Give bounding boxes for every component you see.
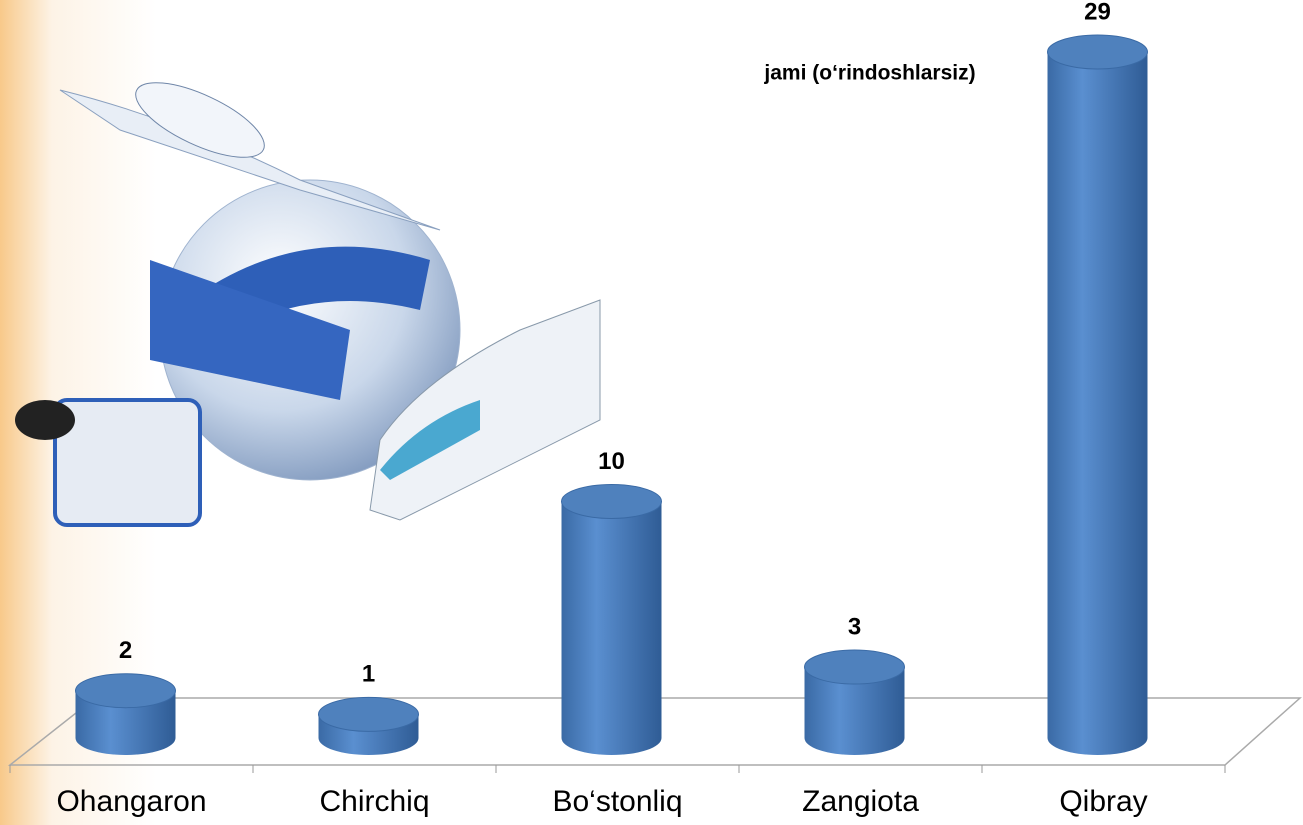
illustration bbox=[15, 82, 601, 527]
x-tick-label: Qibray bbox=[1059, 785, 1147, 818]
x-tick-label: Ohangaron bbox=[56, 785, 206, 818]
bar-body bbox=[804, 667, 905, 755]
data-label: 29 bbox=[1084, 0, 1111, 25]
bar-top bbox=[561, 483, 662, 519]
data-label: 3 bbox=[848, 613, 861, 640]
bar-top bbox=[318, 696, 419, 732]
bar-body bbox=[1047, 52, 1148, 755]
data-label: 1 bbox=[362, 661, 375, 688]
data-label: 10 bbox=[598, 448, 625, 475]
bar-top bbox=[1047, 34, 1148, 70]
bar-top bbox=[804, 649, 905, 685]
x-tick-label: Bo‘stonliq bbox=[552, 785, 682, 818]
floor bbox=[7, 697, 1302, 766]
chart-title: jami (o‘rindoshlarsiz) bbox=[763, 62, 975, 85]
x-tick-label: Zangiota bbox=[802, 785, 919, 818]
x-tick-label: Chirchiq bbox=[319, 785, 429, 818]
bar-top bbox=[75, 673, 176, 709]
bar-body bbox=[75, 690, 176, 755]
bar-body bbox=[561, 501, 662, 755]
data-label: 2 bbox=[119, 637, 132, 664]
